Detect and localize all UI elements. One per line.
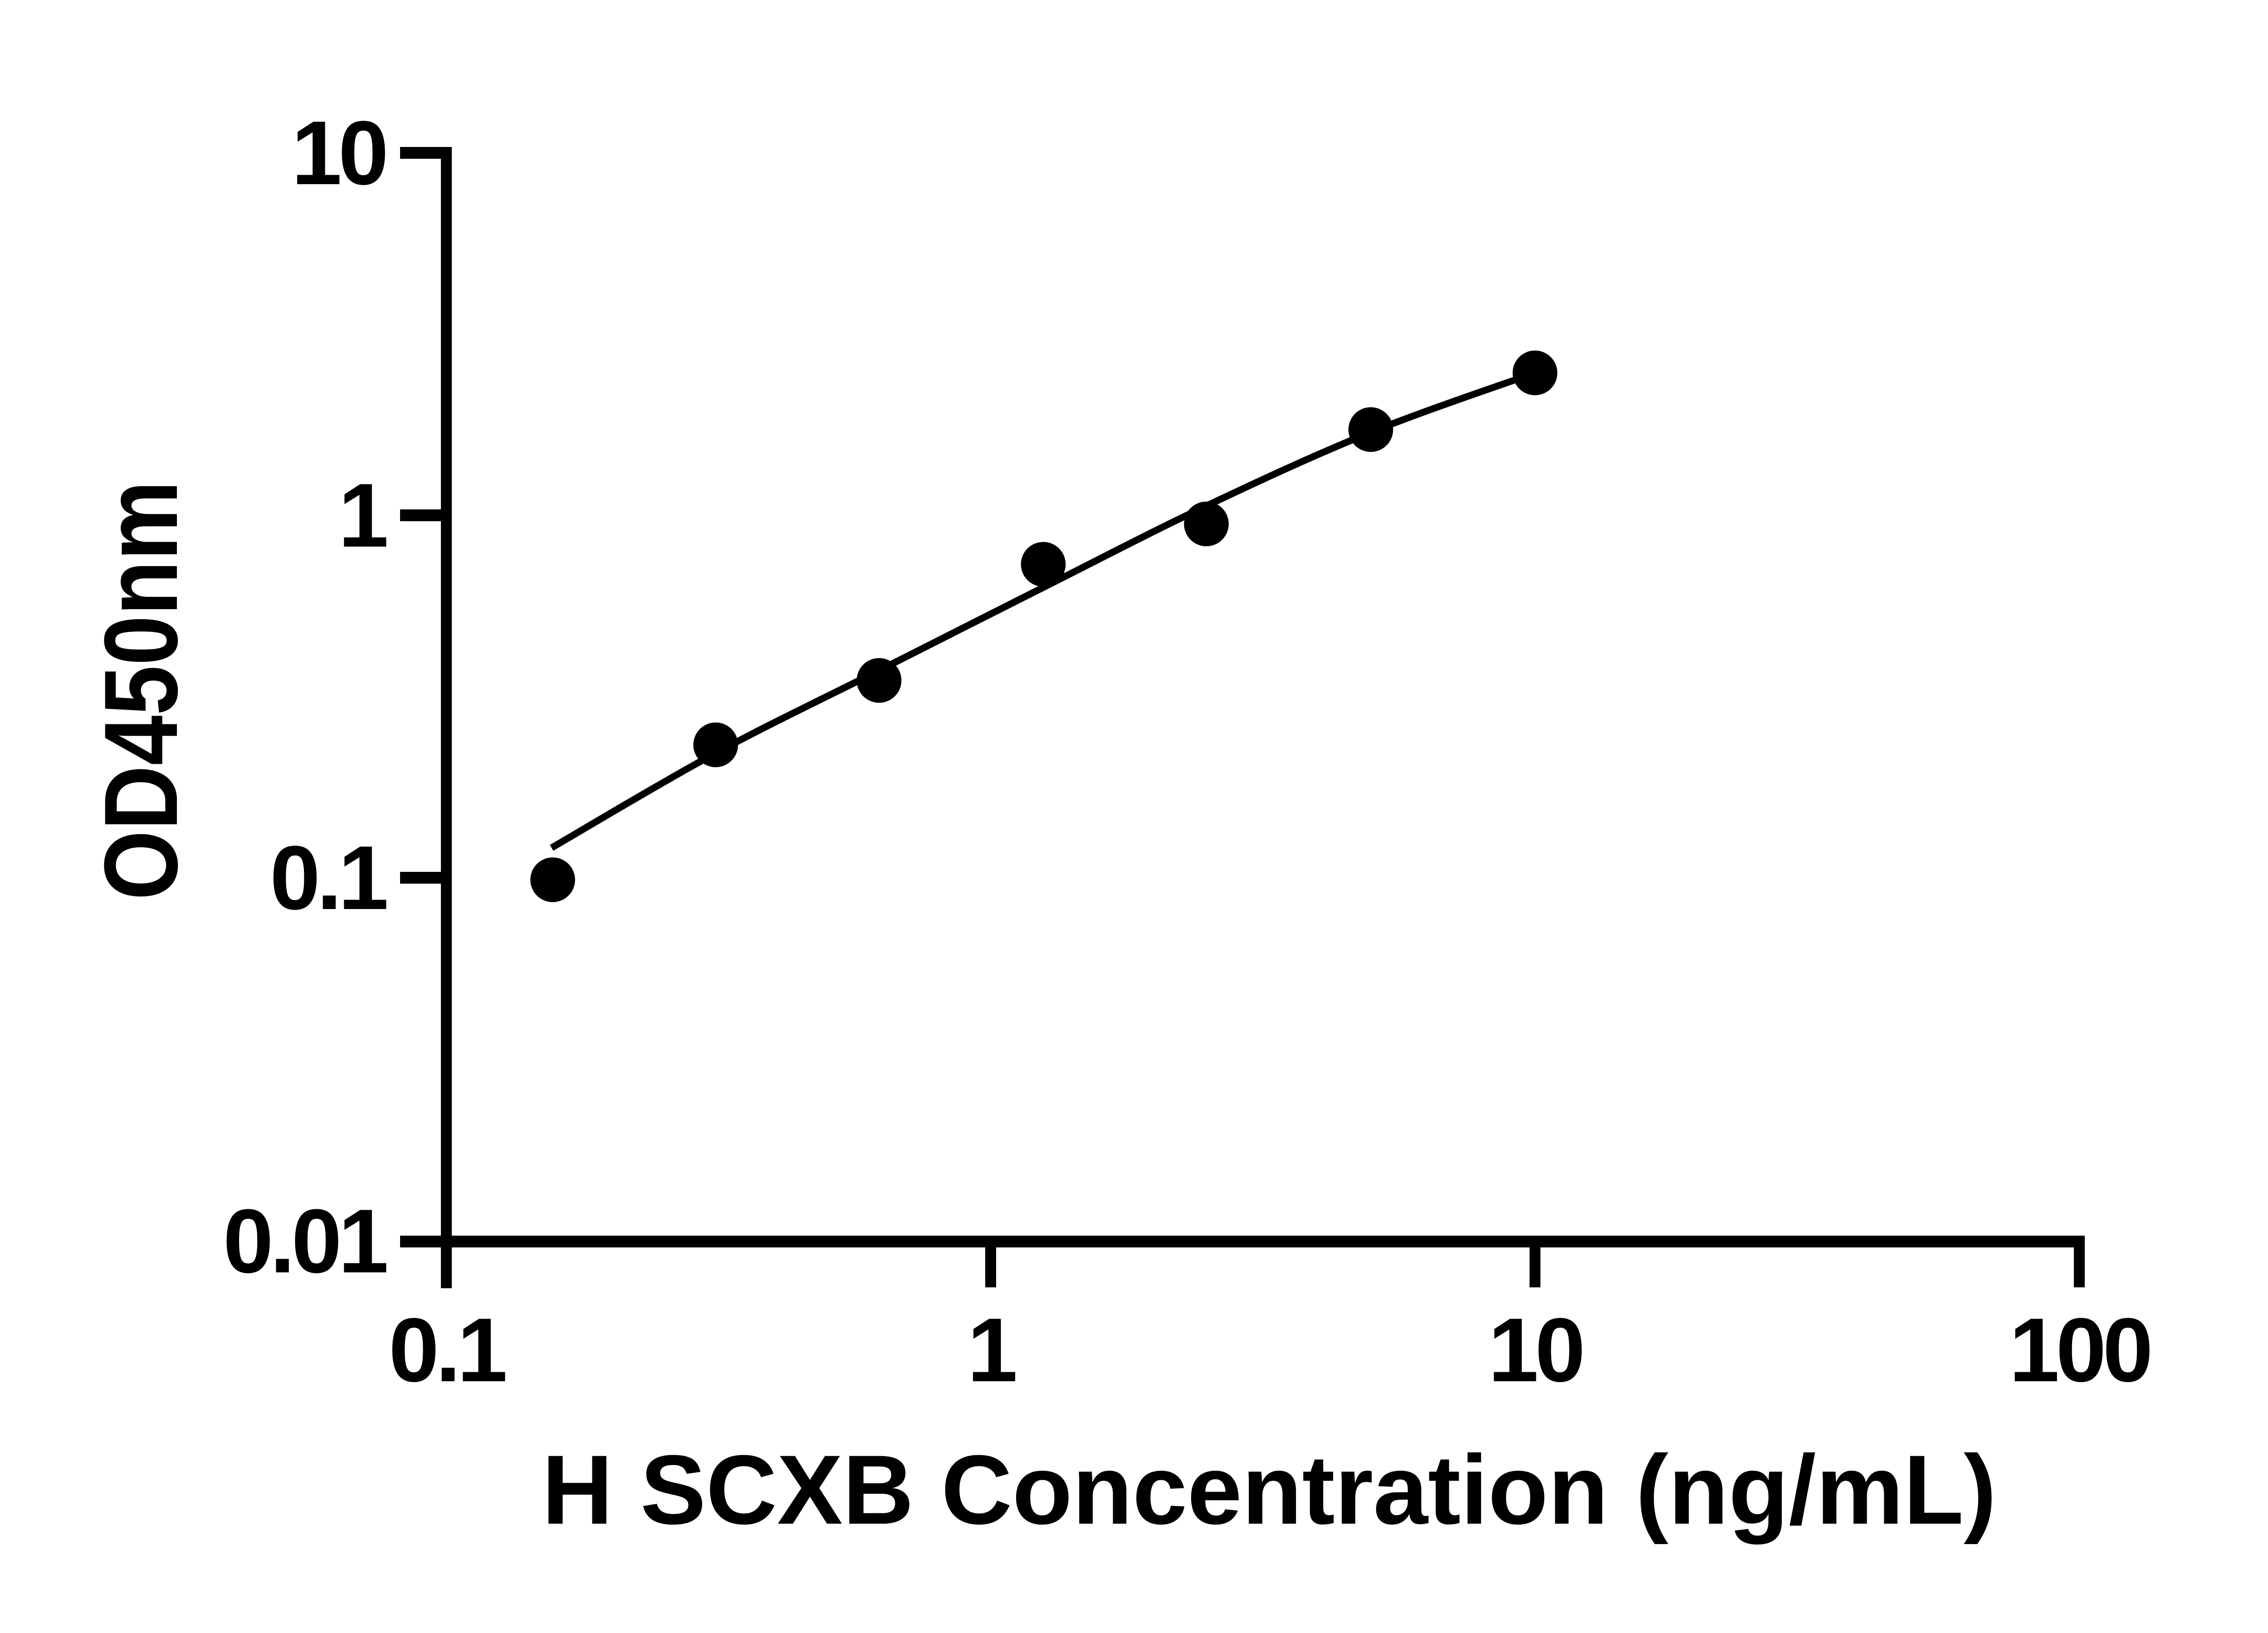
svg-text:OD450nm: OD450nm	[83, 481, 199, 900]
svg-text:100: 100	[2009, 1300, 2150, 1401]
svg-text:0.1: 0.1	[389, 1300, 505, 1401]
svg-text:1: 1	[967, 1300, 1015, 1401]
svg-text:10: 10	[292, 103, 386, 204]
svg-text:0.1: 0.1	[270, 827, 386, 929]
svg-text:0.01: 0.01	[223, 1191, 386, 1292]
svg-text:H SCXB Concentration (ng/mL): H SCXB Concentration (ng/mL)	[542, 1435, 1997, 1545]
svg-text:10: 10	[1488, 1300, 1582, 1401]
svg-text:1: 1	[338, 465, 386, 566]
